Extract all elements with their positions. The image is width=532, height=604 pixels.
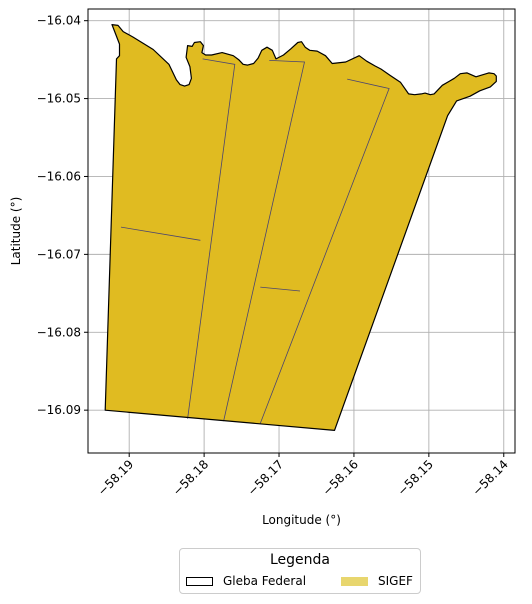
- legend-label-gleba: Gleba Federal: [223, 574, 307, 588]
- x-tick-label: −58.18: [170, 457, 211, 498]
- y-tick-label: −16.05: [37, 92, 81, 106]
- y-axis-label: Latitude (°): [9, 197, 23, 266]
- x-tick-label: −58.14: [470, 457, 511, 498]
- x-tick-label: −58.19: [95, 457, 136, 498]
- legend-swatch-sigef: [341, 576, 368, 586]
- x-tick-label: −58.17: [245, 457, 286, 498]
- y-tick-label: −16.09: [37, 403, 81, 417]
- legend-entry-gleba: Gleba Federal: [186, 574, 306, 588]
- parcel-division-line: [223, 60, 305, 422]
- parcel-division-line: [259, 78, 390, 424]
- legend-label-sigef: SIGEF: [378, 574, 413, 588]
- x-tick-label: −58.15: [395, 457, 436, 498]
- parcel-division-line: [260, 286, 301, 292]
- gleba-federal-outline: [104, 24, 497, 431]
- legend-entry-sigef: SIGEF: [341, 574, 413, 588]
- legend: Legenda Gleba Federal SIGEF: [179, 548, 421, 594]
- y-tick-label: −16.06: [37, 169, 81, 183]
- legend-swatch-gleba: [186, 576, 213, 586]
- y-tick-label: −16.04: [37, 14, 81, 28]
- parcel-division-line: [187, 58, 236, 419]
- axes-frame: [87, 8, 516, 454]
- parcel-division-line: [120, 226, 201, 241]
- map-plot: [104, 24, 497, 431]
- x-axis-label: Longitude (°): [262, 513, 341, 527]
- parcel-divisions: [120, 58, 390, 424]
- legend-title: Legenda: [269, 552, 330, 568]
- sigef-area: [105, 24, 497, 431]
- x-tick-label: −58.16: [320, 457, 361, 498]
- y-tick-label: −16.08: [37, 325, 81, 339]
- y-tick-label: −16.07: [37, 247, 81, 261]
